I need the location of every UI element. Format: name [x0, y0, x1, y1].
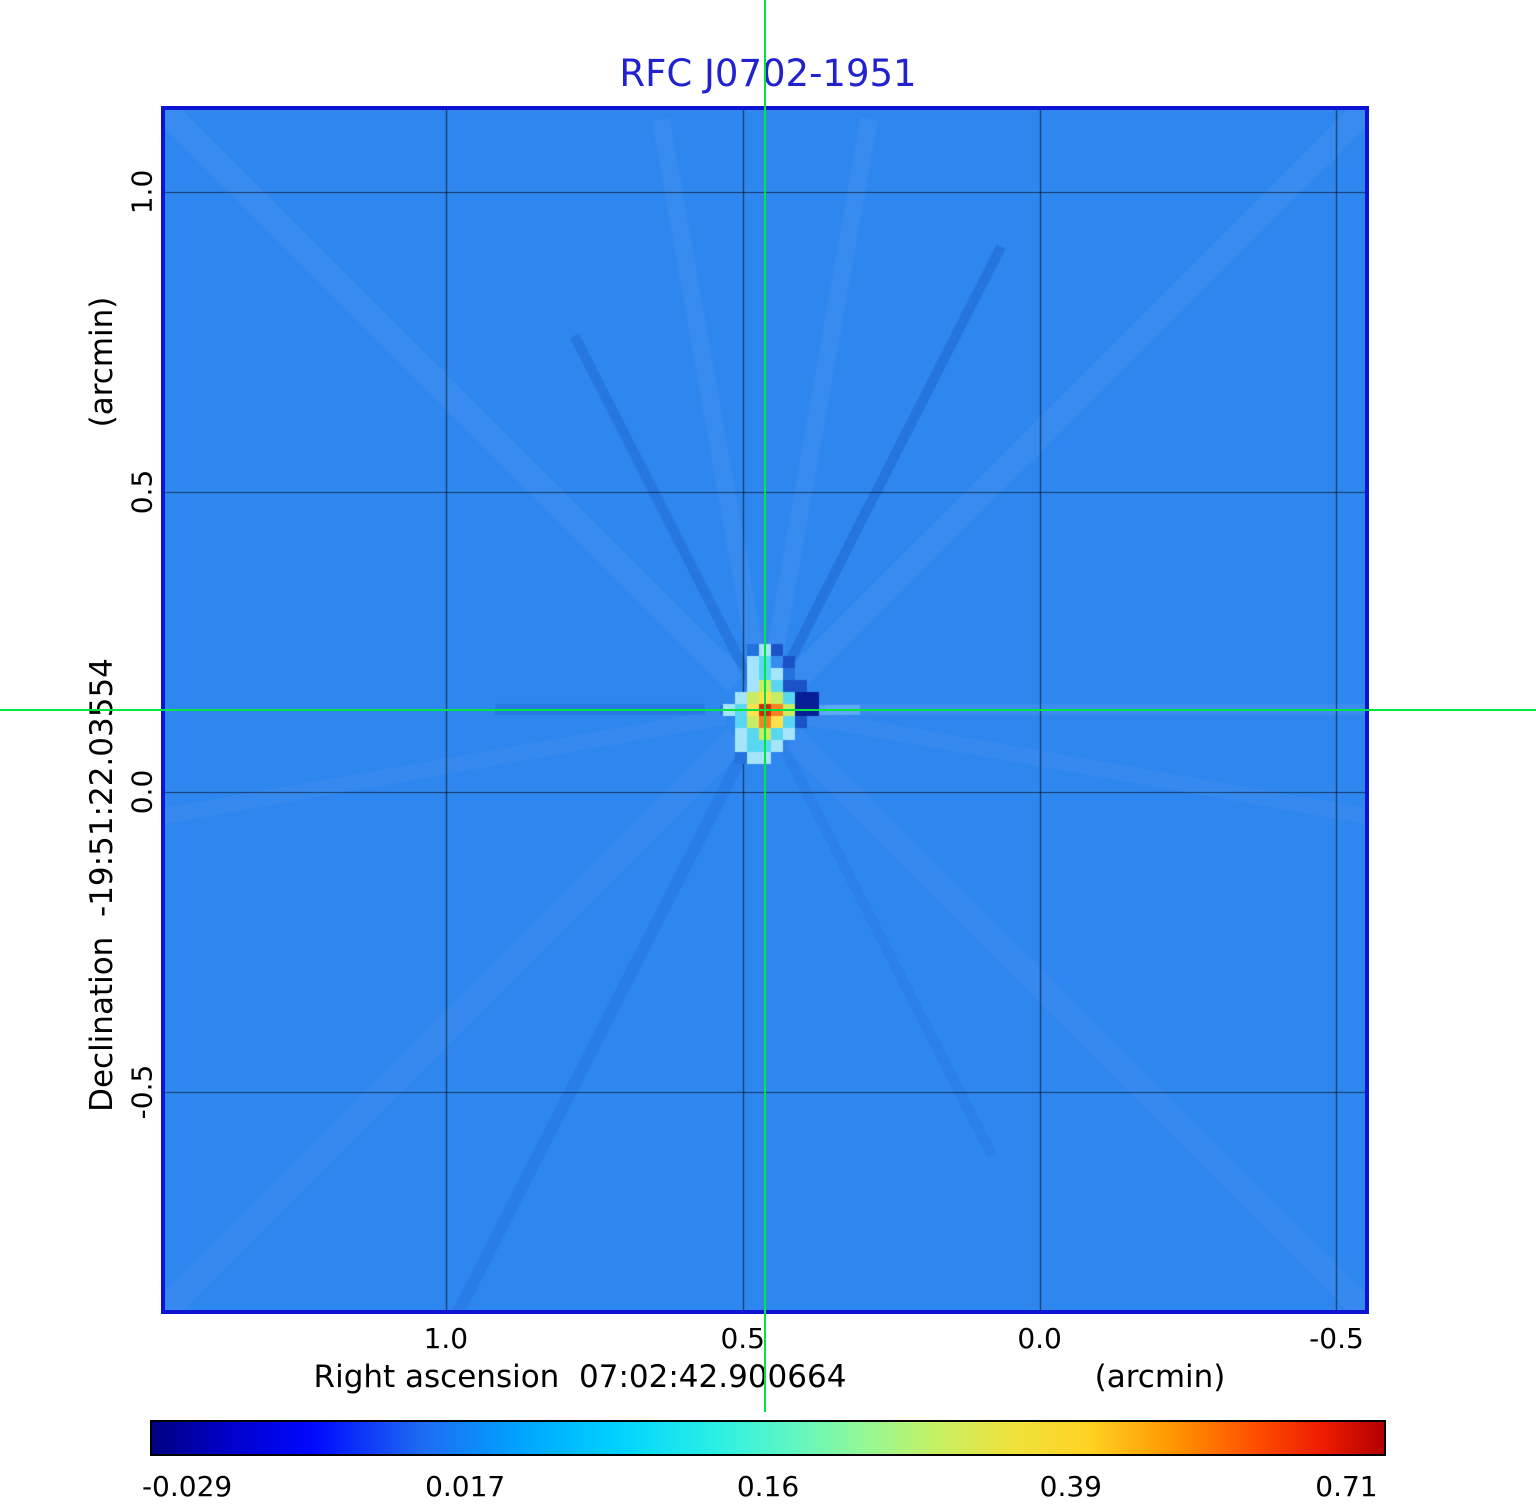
chart-title: RFC J0702-1951	[619, 52, 917, 95]
y-tick-label: 0.0	[125, 769, 159, 815]
y-axis-unit-label: (arcmin)	[84, 296, 120, 428]
x-tick-label: 0.0	[1017, 1322, 1062, 1355]
colorbar	[150, 1420, 1386, 1456]
colorbar-tick-label: 0.16	[736, 1470, 800, 1503]
colorbar-tick-label: 0.39	[1039, 1470, 1102, 1503]
x-axis-title: Right ascension 07:02:42.900664	[313, 1359, 847, 1395]
x-tick-label: 1.0	[423, 1322, 469, 1355]
x-tick-label: -0.5	[1309, 1322, 1364, 1355]
colorbar-tick-label: -0.029	[141, 1470, 233, 1503]
colorbar-tick-label: 0.017	[425, 1470, 506, 1503]
crosshair-horizontal-line	[0, 709, 1536, 711]
crosshair-vertical-line	[764, 0, 766, 1412]
y-tick-label: 1.0	[125, 169, 159, 215]
colorbar-tick-label: 0.71	[1315, 1470, 1378, 1503]
y-tick-label: 0.5	[125, 469, 159, 515]
y-axis-title: Declination -19:51:22.03554	[84, 658, 120, 1112]
x-tick-label: 0.5	[720, 1322, 765, 1355]
y-tick-label: -0.5	[125, 1064, 159, 1120]
x-axis-unit-label: (arcmin)	[1094, 1359, 1226, 1395]
